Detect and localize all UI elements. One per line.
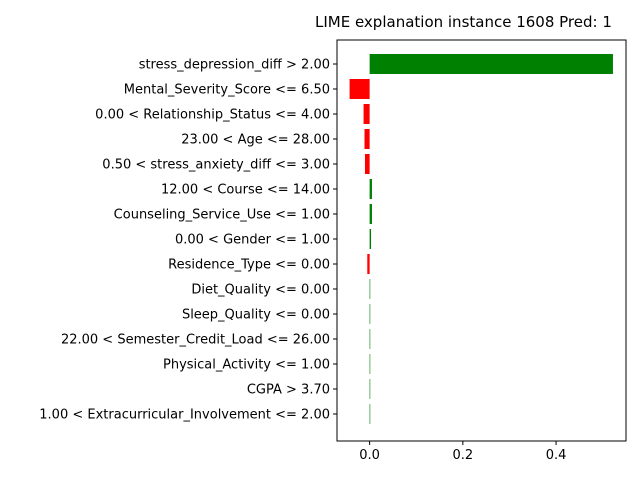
y-tick-label-10: Sleep_Quality <= 0.00 <box>182 308 330 323</box>
plot-area: stress_depression_diff > 2.00 Mental_Seve… <box>39 39 627 463</box>
y-tick-label-3: 23.00 < Age <= 28.00 <box>181 133 330 148</box>
y-tick-label-6: Counseling_Service_Use <= 1.00 <box>114 208 330 223</box>
bar-8 <box>367 254 370 274</box>
bar-13 <box>369 379 371 399</box>
bar-10 <box>369 304 371 324</box>
bar-11 <box>369 329 371 349</box>
bar-9 <box>369 279 371 299</box>
bar-14 <box>369 404 371 424</box>
y-tick-label-14: 1.00 < Extracurricular_Involvement <= 2.… <box>39 408 330 423</box>
bar-4 <box>364 154 370 174</box>
y-tick-label-11: 22.00 < Semester_Credit_Load <= 26.00 <box>61 333 330 348</box>
bar-12 <box>369 354 371 374</box>
bar-5 <box>369 179 372 199</box>
y-tick-label-0: stress_depression_diff > 2.00 <box>139 58 330 73</box>
x-tick-label-0: 0.0 <box>359 448 380 463</box>
y-tick-label-12: Physical_Activity <= 1.00 <box>163 358 330 373</box>
bar-6 <box>369 204 372 224</box>
y-tick-label-1: Mental_Severity_Score <= 6.50 <box>124 83 330 98</box>
y-tick-label-8: Residence_Type <= 0.00 <box>168 258 330 273</box>
y-tick-label-9: Diet_Quality <= 0.00 <box>191 283 330 298</box>
bar-1 <box>349 79 370 99</box>
y-tick-label-7: 0.00 < Gender <= 1.00 <box>175 233 330 248</box>
bar-0 <box>369 54 613 74</box>
bar-2 <box>363 104 370 124</box>
y-tick-label-4: 0.50 < stress_anxiety_diff <= 3.00 <box>102 158 330 173</box>
axes-frame <box>336 39 627 442</box>
bar-7 <box>369 229 372 249</box>
y-tick-label-5: 12.00 < Course <= 14.00 <box>161 183 330 198</box>
x-tick-label-1: 0.2 <box>453 448 474 463</box>
y-tick-label-2: 0.00 < Relationship_Status <= 4.00 <box>95 108 330 123</box>
bar-3 <box>364 129 370 149</box>
y-tick-label-13: CGPA > 3.70 <box>247 383 330 398</box>
x-tick-label-2: 0.4 <box>546 448 567 463</box>
chart-title: LIME explanation instance 1608 Pred: 1 <box>315 13 612 31</box>
